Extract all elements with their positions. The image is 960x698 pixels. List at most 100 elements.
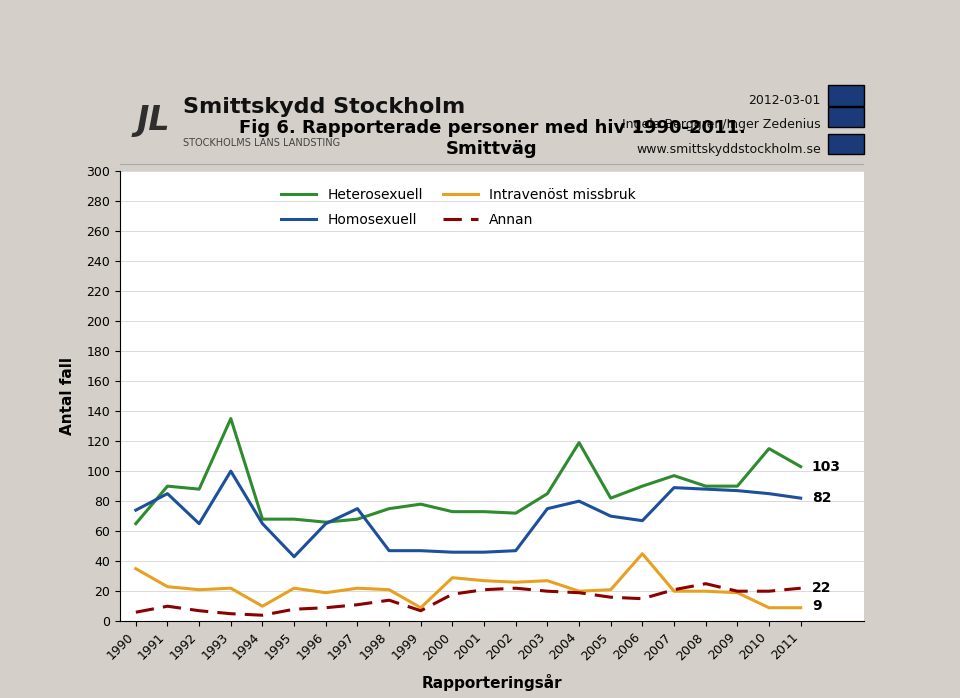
Annan <box>478 586 490 594</box>
Homosexuell <box>415 547 426 555</box>
Heterosexuell <box>541 489 553 498</box>
Intravenöst missbruk <box>541 577 553 585</box>
Homosexuell <box>383 547 395 555</box>
Text: 2012-03-01: 2012-03-01 <box>749 94 821 107</box>
Annan <box>256 611 268 619</box>
Annan <box>668 586 680 594</box>
Annan <box>795 584 806 593</box>
Homosexuell <box>288 553 300 561</box>
Intravenöst missbruk <box>732 588 743 597</box>
Intravenöst missbruk <box>351 584 363 593</box>
FancyBboxPatch shape <box>828 107 864 127</box>
Homosexuell <box>320 519 331 528</box>
Annan <box>351 600 363 609</box>
Heterosexuell <box>193 485 204 493</box>
Annan <box>161 602 173 610</box>
Annan <box>415 607 426 615</box>
Homosexuell <box>732 487 743 495</box>
Line: Homosexuell: Homosexuell <box>135 471 801 557</box>
Intravenöst missbruk <box>415 604 426 612</box>
Title: Fig 6. Rapporterade personer med hiv 1990-2011.
Smittväg: Fig 6. Rapporterade personer med hiv 199… <box>239 119 745 158</box>
Homosexuell <box>605 512 616 520</box>
Heterosexuell <box>351 515 363 524</box>
Intravenöst missbruk <box>288 584 300 593</box>
Annan <box>130 608 141 616</box>
Intravenöst missbruk <box>605 586 616 594</box>
Intravenöst missbruk <box>193 586 204 594</box>
Homosexuell <box>193 519 204 528</box>
Intravenöst missbruk <box>256 602 268 610</box>
Annan <box>605 593 616 602</box>
Y-axis label: Antal fall: Antal fall <box>60 357 75 435</box>
Heterosexuell <box>415 500 426 508</box>
Intravenöst missbruk <box>795 604 806 612</box>
Text: 103: 103 <box>812 459 841 474</box>
Homosexuell <box>351 505 363 513</box>
Homosexuell <box>668 484 680 492</box>
Homosexuell <box>446 548 458 556</box>
Intravenöst missbruk <box>668 587 680 595</box>
Text: 22: 22 <box>812 581 831 595</box>
Text: Ingela Berggren/Inger Zedenius: Ingela Berggren/Inger Zedenius <box>622 118 821 131</box>
Text: Smittskydd Stockholm: Smittskydd Stockholm <box>183 97 466 117</box>
Text: 9: 9 <box>812 599 822 614</box>
Intravenöst missbruk <box>130 565 141 573</box>
Heterosexuell <box>130 519 141 528</box>
Heterosexuell <box>225 415 236 423</box>
Heterosexuell <box>161 482 173 490</box>
Line: Annan: Annan <box>135 584 801 615</box>
Annan <box>732 587 743 595</box>
Text: 82: 82 <box>812 491 831 505</box>
Homosexuell <box>510 547 521 555</box>
Heterosexuell <box>288 515 300 524</box>
Line: Intravenöst missbruk: Intravenöst missbruk <box>135 554 801 608</box>
Heterosexuell <box>256 515 268 524</box>
Annan <box>383 596 395 604</box>
Annan <box>288 605 300 614</box>
Intravenöst missbruk <box>320 588 331 597</box>
Intravenöst missbruk <box>383 586 395 594</box>
Homosexuell <box>636 517 648 525</box>
Heterosexuell <box>605 494 616 503</box>
Intravenöst missbruk <box>636 549 648 558</box>
Homosexuell <box>256 519 268 528</box>
Intravenöst missbruk <box>225 584 236 593</box>
Heterosexuell <box>763 445 775 453</box>
Intravenöst missbruk <box>573 587 585 595</box>
Annan <box>320 604 331 612</box>
Homosexuell <box>763 489 775 498</box>
Text: JL: JL <box>136 104 170 137</box>
Homosexuell <box>700 485 711 493</box>
Homosexuell <box>573 497 585 505</box>
Annan <box>573 588 585 597</box>
Annan <box>636 595 648 603</box>
X-axis label: Rapporteringsår: Rapporteringsår <box>421 674 563 691</box>
Annan <box>193 607 204 615</box>
Annan <box>763 587 775 595</box>
Heterosexuell <box>732 482 743 490</box>
Homosexuell <box>130 506 141 514</box>
Homosexuell <box>225 467 236 475</box>
Annan <box>541 587 553 595</box>
Heterosexuell <box>700 482 711 490</box>
Text: STOCKHOLMS LÄNS LANDSTING: STOCKHOLMS LÄNS LANDSTING <box>183 138 341 148</box>
Annan <box>225 609 236 618</box>
Homosexuell <box>161 489 173 498</box>
Heterosexuell <box>446 507 458 516</box>
Heterosexuell <box>795 463 806 471</box>
Intravenöst missbruk <box>446 574 458 582</box>
Heterosexuell <box>573 438 585 447</box>
Heterosexuell <box>668 471 680 480</box>
Annan <box>510 584 521 593</box>
Intravenöst missbruk <box>700 587 711 595</box>
Homosexuell <box>795 494 806 503</box>
Annan <box>446 590 458 598</box>
Heterosexuell <box>383 505 395 513</box>
Heterosexuell <box>510 509 521 517</box>
Annan <box>700 579 711 588</box>
FancyBboxPatch shape <box>828 85 864 106</box>
Text: www.smittskyddstockholm.se: www.smittskyddstockholm.se <box>636 143 821 156</box>
Homosexuell <box>478 548 490 556</box>
Legend: Heterosexuell, Homosexuell, Intravenöst missbruk, Annan: Heterosexuell, Homosexuell, Intravenöst … <box>276 182 641 232</box>
Intravenöst missbruk <box>161 583 173 591</box>
